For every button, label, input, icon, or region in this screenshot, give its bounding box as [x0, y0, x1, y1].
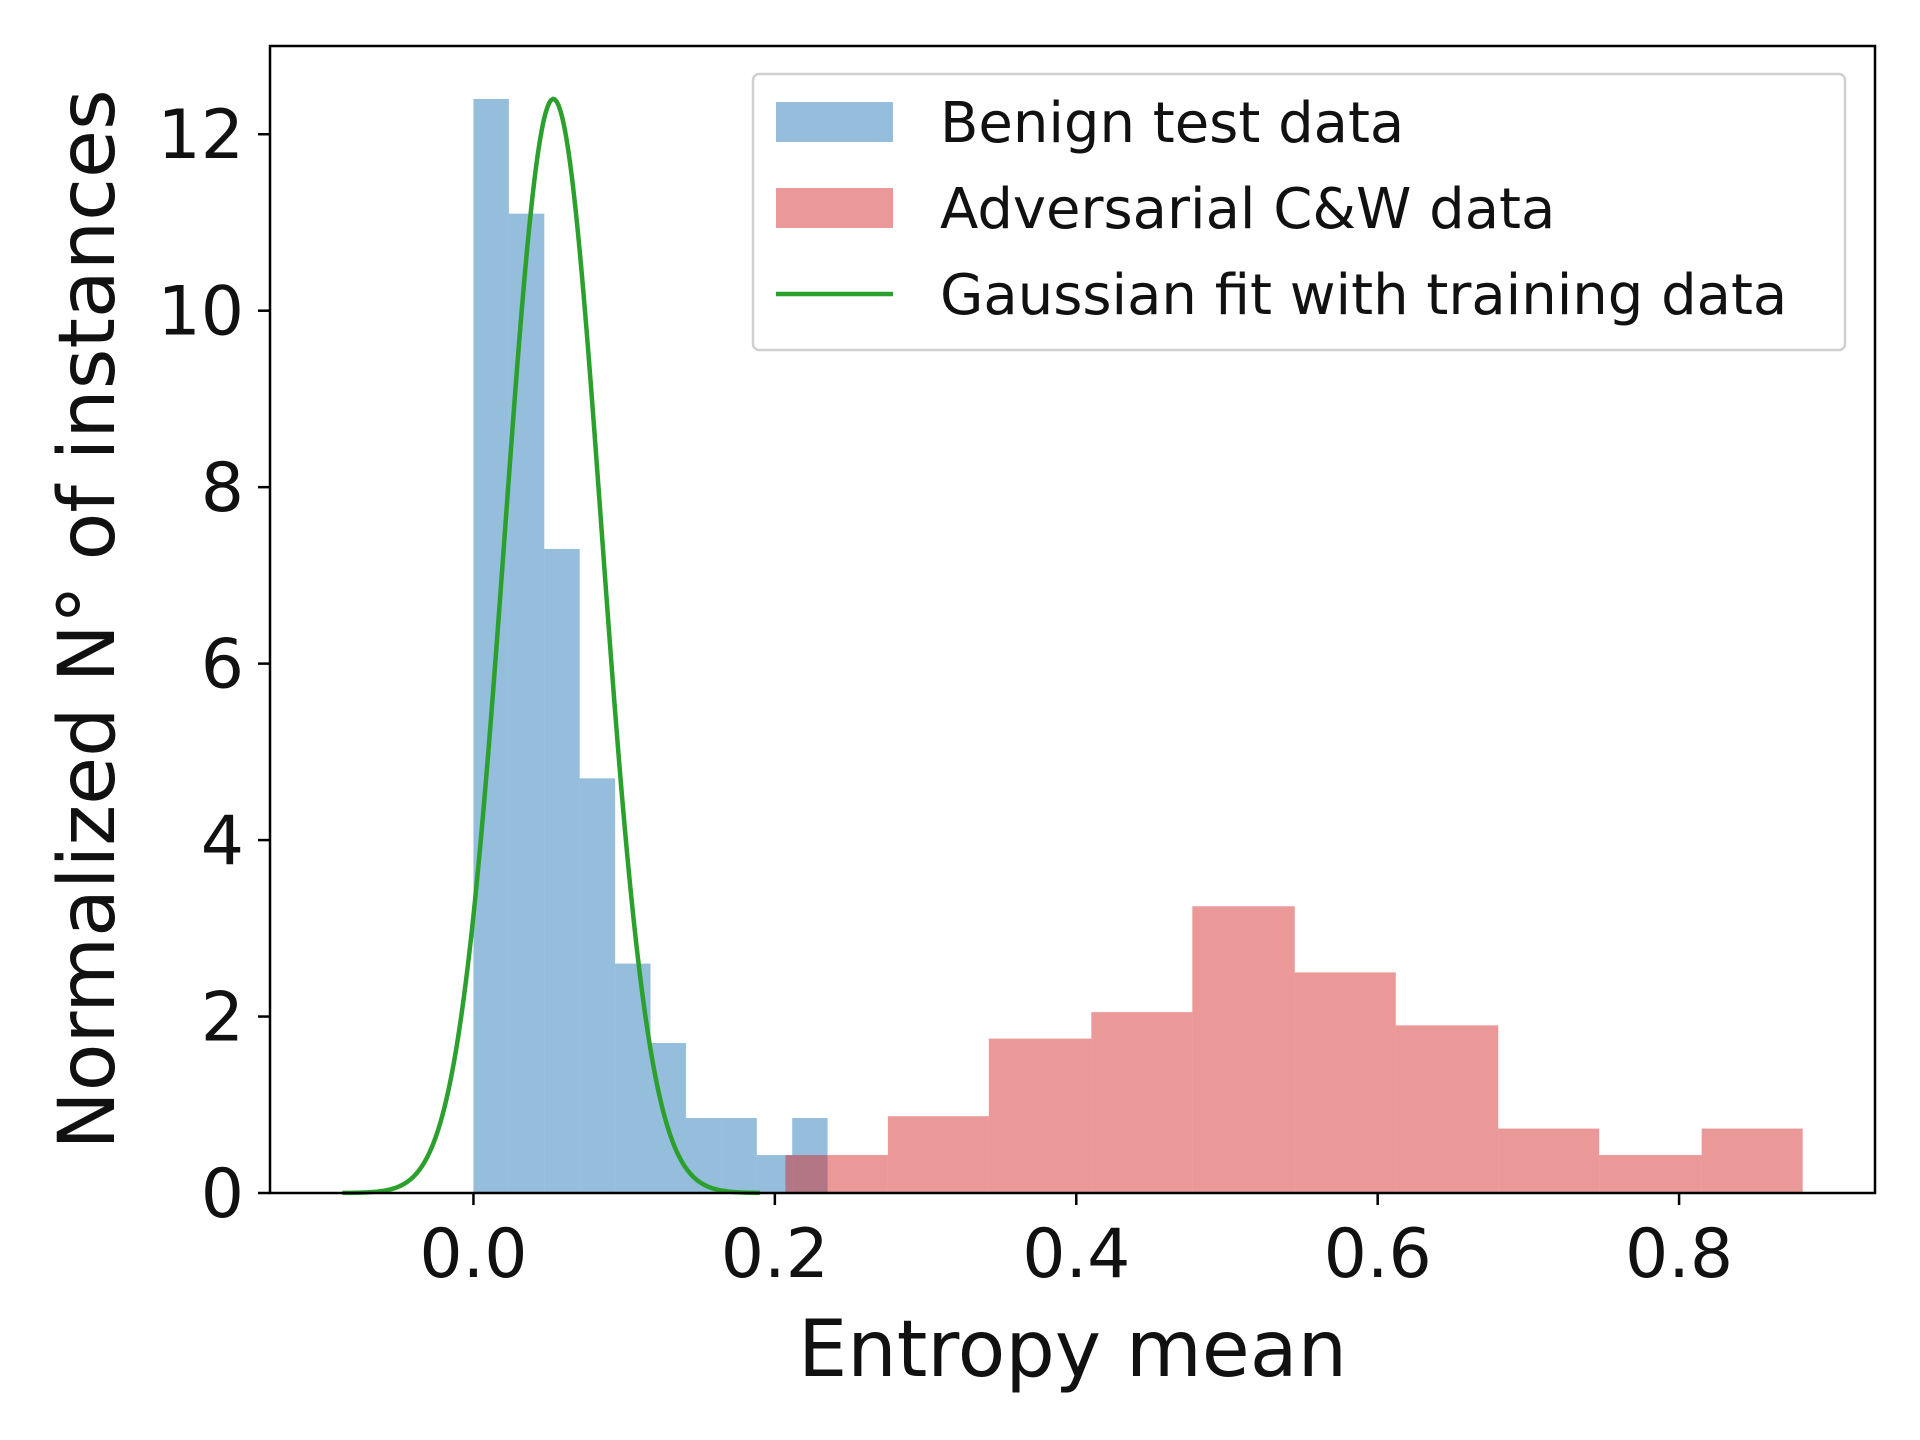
- y-tick-label: 8: [201, 449, 244, 528]
- histogram-bar-adversarial-6: [1395, 1025, 1499, 1193]
- y-tick-label: 10: [157, 273, 244, 352]
- histogram-bar-benign-0: [473, 98, 509, 1193]
- plot-area-frame: [268, 44, 1877, 1195]
- histogram-bar-adversarial-7: [1498, 1128, 1600, 1193]
- x-tick-label: 0.0: [419, 1215, 527, 1294]
- histogram-bar-adversarial-9: [1701, 1128, 1803, 1193]
- histogram-bar-adversarial-1: [887, 1116, 989, 1193]
- ticks-layer: 0.0 0.2 0.4 0.6 0.8 0 2 4 6 8 10 12: [157, 96, 1733, 1294]
- legend-box: [751, 72, 1847, 352]
- x-tick-label: 0.4: [1022, 1215, 1130, 1294]
- histogram-bar-benign-8: [756, 1155, 793, 1193]
- x-tick-label: 0.2: [721, 1215, 829, 1294]
- histogram-bar-benign-3: [579, 778, 616, 1193]
- y-tick-label: 2: [201, 979, 244, 1058]
- histogram-bar-adversarial-4: [1192, 906, 1295, 1193]
- histogram-bar-benign-7: [721, 1118, 757, 1193]
- x-tick-label: 0.6: [1324, 1215, 1432, 1294]
- fit-line-layer: [342, 96, 760, 1196]
- bars-layer: [473, 98, 1803, 1194]
- histogram-bar-adversarial-5: [1294, 972, 1396, 1193]
- histogram-bar-adversarial-8: [1599, 1155, 1702, 1193]
- legend-label-adversarial: Adversarial C&W data: [940, 177, 1555, 242]
- y-tick-label: 4: [201, 802, 244, 881]
- histogram-bar-benign-4: [615, 963, 651, 1193]
- x-axis-title: Entropy mean: [798, 1305, 1347, 1395]
- histogram-bar-adversarial-2: [988, 1038, 1092, 1193]
- histogram-bar-adversarial-3: [1091, 1012, 1193, 1193]
- histogram-bar-benign-2: [544, 548, 580, 1193]
- y-axis-title: Normalized N° of instances: [43, 89, 133, 1149]
- histogram-bar-benign-1: [508, 213, 545, 1194]
- legend-label-gaussian-fit: Gaussian fit with training data: [940, 263, 1787, 328]
- legend: Benign test data Adversarial C&W data Ga…: [751, 72, 1847, 352]
- y-tick-label: 6: [201, 626, 244, 705]
- histogram-bar-benign-6: [685, 1118, 722, 1193]
- gaussian-fit-line: [342, 96, 760, 1196]
- x-tick-label: 0.8: [1625, 1215, 1733, 1294]
- y-tick-label: 12: [157, 96, 244, 175]
- y-tick-label: 0: [201, 1155, 244, 1234]
- histogram-bar-benign-9: [792, 1118, 828, 1193]
- legend-label-benign: Benign test data: [940, 91, 1404, 156]
- histogram-bar-benign-5: [650, 1043, 686, 1193]
- histogram-bar-adversarial-0: [785, 1155, 888, 1193]
- legend-swatch-adversarial: [776, 188, 893, 228]
- legend-swatch-benign: [776, 102, 893, 142]
